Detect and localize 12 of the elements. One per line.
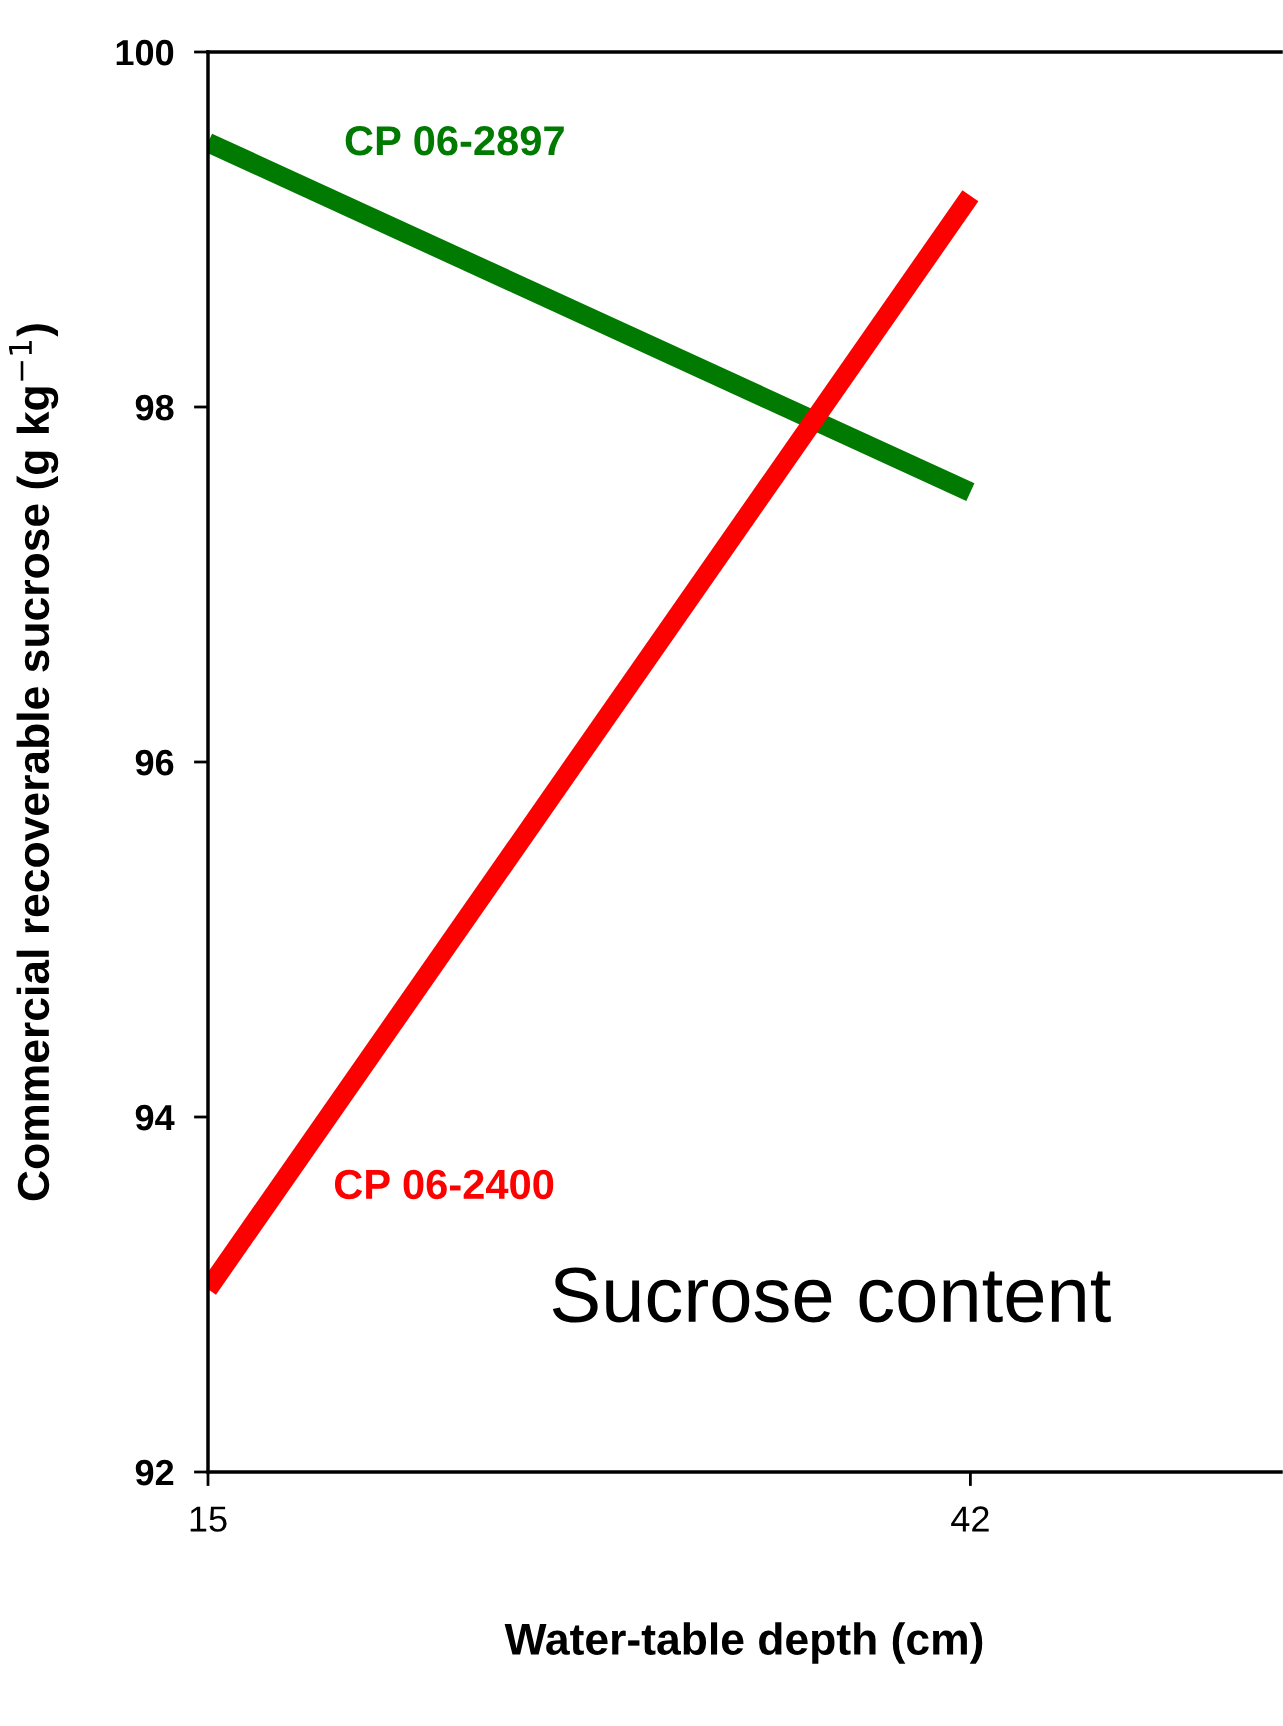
series-label: CP 06-2400 (334, 1169, 554, 1200)
y-tick-label: 92 (135, 1459, 174, 1486)
series-label: CP 06-2897 (345, 125, 564, 156)
y-tick-label: 100 (116, 39, 174, 66)
x-tick-label: 42 (951, 1506, 989, 1532)
x-tick-label: 15 (190, 1506, 227, 1532)
y-tick-label: 96 (135, 749, 174, 776)
y-axis-title: Commercial recoverable sucrose (g kg$^{−1}$) (9, 324, 59, 1201)
x-axis-title: Water-table depth (cm) (504, 1622, 983, 1664)
y-tick-label: 98 (135, 394, 174, 421)
annotation: Sucrose content (552, 1267, 1111, 1323)
y-tick-label: 94 (135, 1104, 175, 1131)
